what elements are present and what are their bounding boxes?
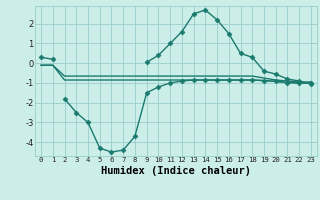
X-axis label: Humidex (Indice chaleur): Humidex (Indice chaleur) bbox=[101, 166, 251, 176]
